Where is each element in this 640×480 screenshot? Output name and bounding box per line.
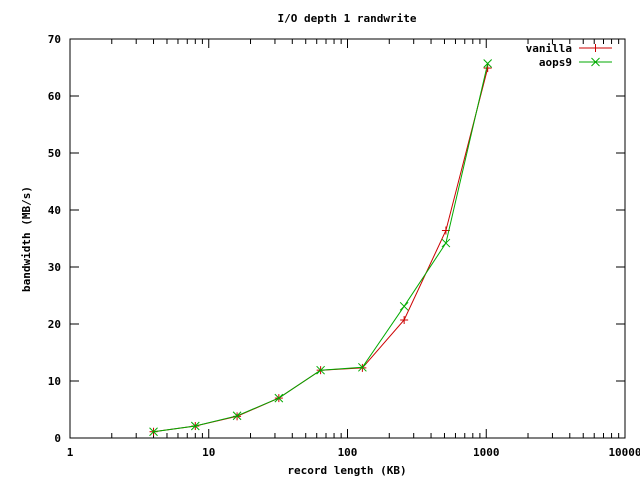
- series-aops9-point: [190, 421, 200, 431]
- x-tick-label: 10: [202, 446, 215, 459]
- series-vanilla-line: [153, 67, 489, 433]
- legend-marker: [591, 44, 600, 52]
- series-layer: [149, 59, 493, 437]
- plot-frame: [69, 38, 626, 439]
- series-vanilla-point: [400, 316, 409, 325]
- series-aops9-point: [483, 59, 493, 68]
- y-tick-label: 50: [48, 147, 61, 160]
- y-tick-label: 30: [48, 261, 61, 274]
- y-tick-label: 70: [48, 33, 61, 46]
- legend-marker: [591, 57, 600, 67]
- marker-stroke: [149, 427, 158, 437]
- y-tick-label: 20: [48, 318, 61, 331]
- series-aops9: [149, 59, 493, 437]
- x-tick-label: 100: [338, 446, 358, 459]
- series-aops9-point: [232, 411, 242, 421]
- marker-stroke: [399, 301, 409, 311]
- y-tick-label: 60: [48, 90, 61, 103]
- x-tick-label: 1000: [473, 446, 500, 459]
- series-aops9-point: [274, 393, 284, 403]
- legend-label: vanilla: [526, 42, 572, 55]
- series-aops9-point: [399, 301, 409, 311]
- series-aops9-point: [149, 427, 158, 437]
- marker-stroke: [232, 411, 242, 421]
- series-aops9-point: [358, 362, 367, 372]
- series-aops9-point: [441, 238, 451, 248]
- marker-stroke: [441, 238, 451, 248]
- x-axis-label: record length (KB): [287, 464, 406, 477]
- marker-stroke: [591, 57, 600, 67]
- legend-label: aops9: [539, 56, 572, 69]
- marker-stroke: [316, 365, 325, 375]
- y-tick-label: 40: [48, 204, 61, 217]
- series-vanilla: [149, 64, 492, 436]
- y-tick-label: 0: [54, 432, 61, 445]
- axis-ticks: 0 10 20 30 40 50 60 70 1 10 100 1000 10000: [48, 33, 640, 459]
- marker-stroke: [274, 393, 284, 403]
- y-axis-label: bandwidth (MB/s): [20, 186, 33, 292]
- y-tick-label: 10: [48, 375, 61, 388]
- marker-stroke: [358, 362, 367, 372]
- x-tick-label: 1: [67, 446, 74, 459]
- x-tick-label: 10000: [608, 446, 640, 459]
- series-aops9-point: [316, 365, 325, 375]
- marker-stroke: [190, 421, 200, 431]
- chart-title: I/O depth 1 randwrite: [277, 12, 416, 25]
- marker-stroke: [483, 59, 493, 68]
